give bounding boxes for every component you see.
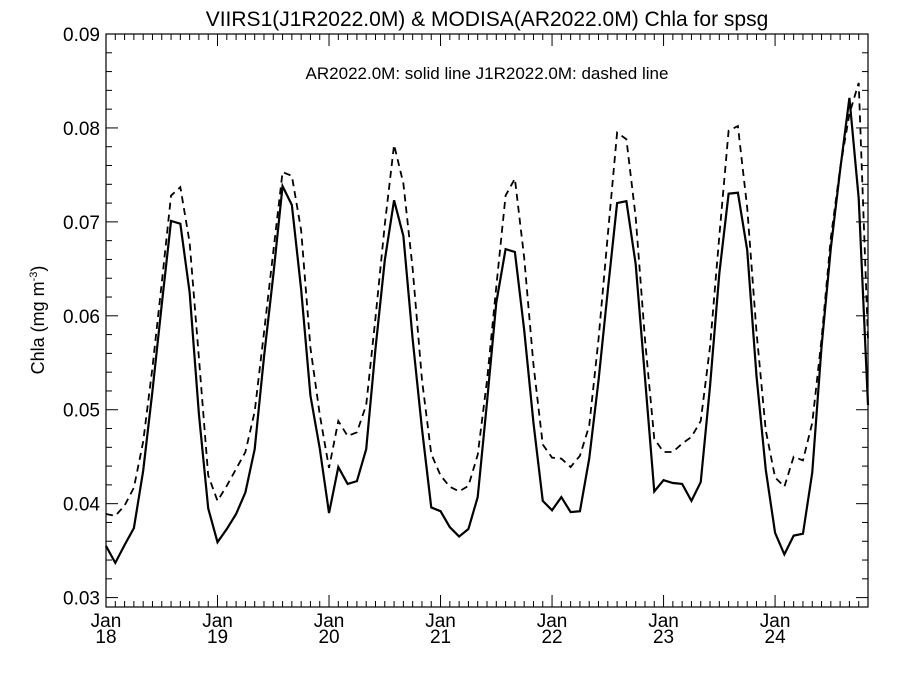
x-tick-label-month: Jan: [314, 611, 345, 632]
y-tick-label: 0.08: [63, 119, 100, 140]
x-tick-label-year: 22: [541, 627, 562, 648]
y-axis-label-main: Chla (mg m: [28, 281, 48, 374]
x-tick-label-month: Jan: [760, 611, 791, 632]
y-tick-label: 0.06: [63, 307, 100, 328]
plot-frame: [105, 33, 869, 608]
x-tick-label-month: Jan: [425, 611, 456, 632]
chart-title: VIIRS1(J1R2022.0M) & MODISA(AR2022.0M) C…: [206, 8, 769, 31]
y-axis-label-superscript: -3: [28, 272, 40, 282]
y-tick-label: 0.07: [63, 213, 100, 234]
x-tick-label-year: 24: [765, 627, 787, 648]
x-tick-label-year: 18: [95, 627, 116, 648]
y-tick-label: 0.09: [63, 25, 100, 46]
plot-area: 0.030.040.050.060.070.080.09Jan18Jan19Ja…: [63, 25, 870, 648]
x-tick-label-year: 20: [318, 627, 339, 648]
x-tick-label-month: Jan: [648, 611, 679, 632]
y-axis-label-close: ): [28, 266, 48, 272]
series-line-ar2022-0m: [105, 97, 870, 566]
line-style-legend: AR2022.0M: solid line J1R2022.0M: dashed…: [306, 64, 669, 83]
y-tick-label: 0.03: [63, 589, 100, 610]
x-tick-label-month: Jan: [202, 611, 233, 632]
series-line-j1r2022-0m: [105, 82, 869, 517]
y-tick-label: 0.05: [63, 401, 100, 422]
y-axis-label: Chla (mg m-3): [28, 266, 48, 375]
x-tick-label-month: Jan: [537, 611, 568, 632]
x-tick-label-year: 19: [207, 627, 228, 648]
y-tick-label: 0.04: [63, 495, 100, 516]
x-tick-label-year: 21: [430, 627, 451, 648]
x-tick-label-month: Jan: [91, 611, 122, 632]
x-tick-label-year: 23: [653, 627, 674, 648]
